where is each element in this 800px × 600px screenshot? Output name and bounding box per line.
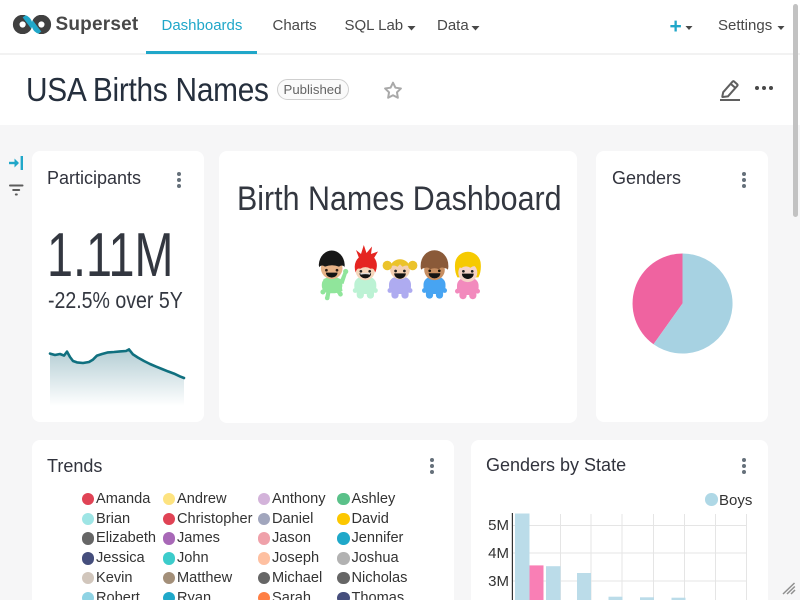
svg-text:4M: 4M [488, 545, 509, 562]
svg-text:5M: 5M [488, 517, 509, 534]
svg-text:3M: 3M [488, 573, 509, 590]
